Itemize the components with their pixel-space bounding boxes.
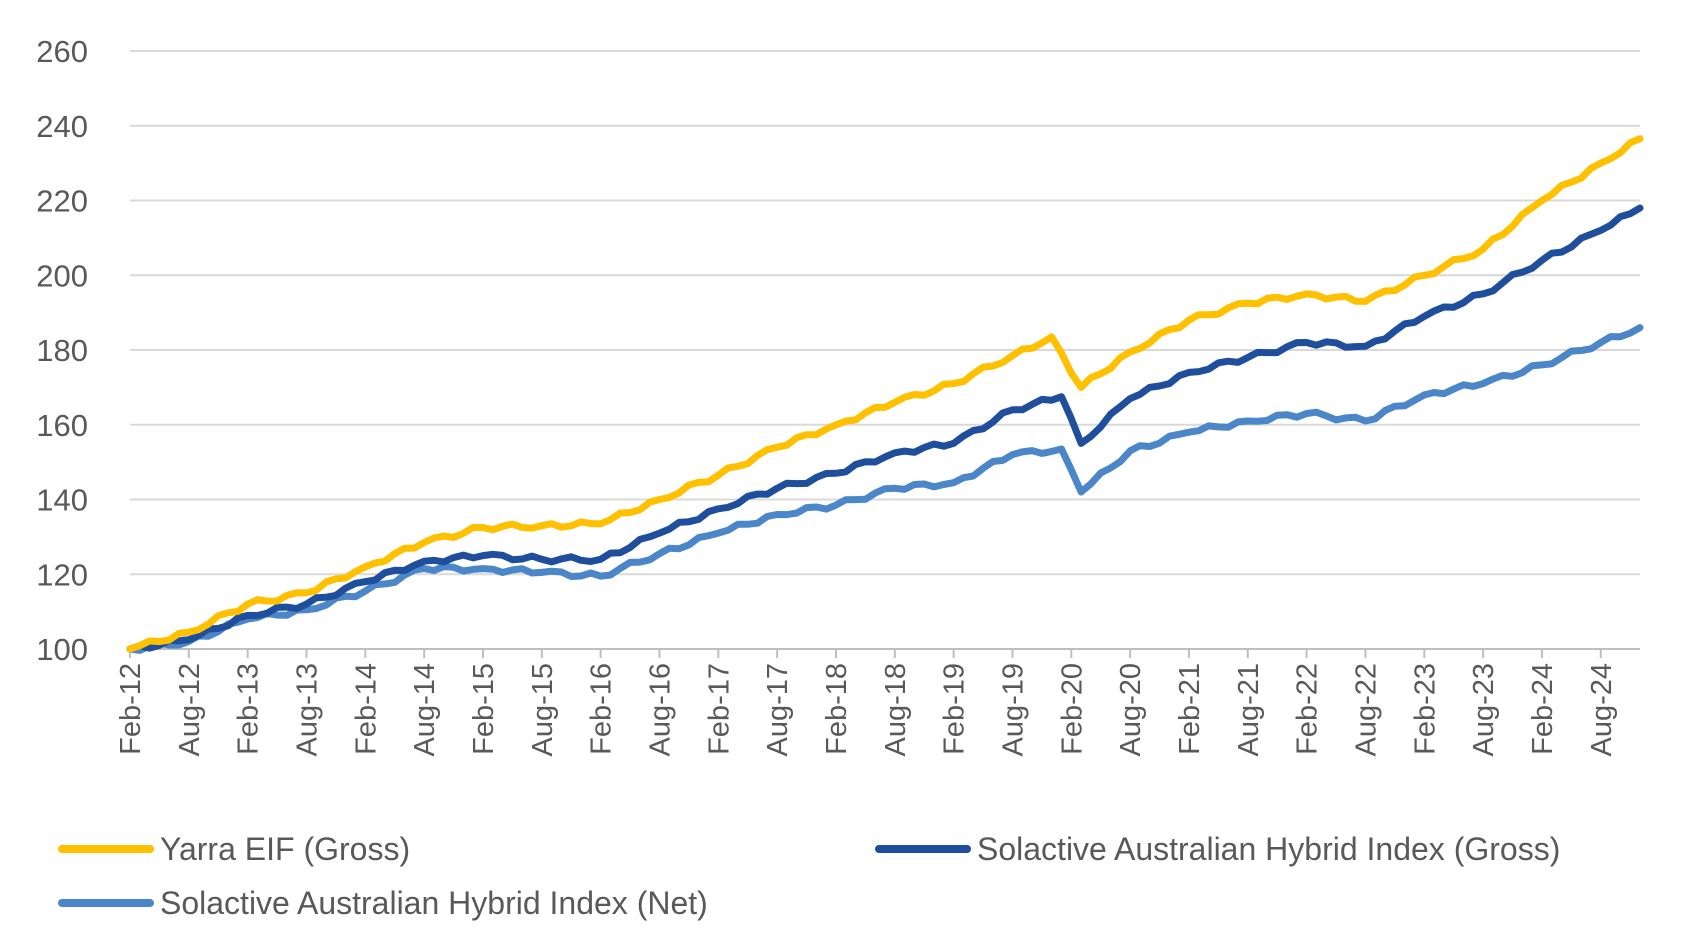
x-tick-label: Feb-13 [233, 663, 265, 755]
x-tick-label: Feb-18 [821, 663, 853, 755]
x-tick-label: Aug-22 [1350, 663, 1382, 757]
y-tick-label: 160 [36, 408, 88, 443]
x-tick-label: Aug-17 [762, 663, 794, 757]
x-tick-label: Aug-15 [527, 663, 559, 757]
x-tick-label: Aug-24 [1586, 663, 1618, 757]
series-line-1 [126, 135, 1644, 653]
series-lines [126, 135, 1644, 654]
x-axis-tick-labels: Feb-12 Aug-12 Feb-13 Aug-13 Feb-14 Aug-14 Feb-… [115, 663, 1618, 757]
y-tick-label: 260 [36, 34, 88, 69]
legend-item-1: Yarra EIF (Gross) [58, 831, 410, 867]
legend-item-2: Solactive Australian Hybrid Index (Gross… [875, 831, 1560, 867]
y-tick-label: 180 [36, 333, 88, 368]
gridlines [130, 50, 1640, 576]
legend-label: Yarra EIF (Gross) [160, 831, 410, 867]
legend: Yarra EIF (Gross) Solactive Australian Hy… [58, 831, 1560, 921]
x-tick-label: Feb-20 [1056, 663, 1088, 755]
y-tick-label: 220 [36, 184, 88, 219]
x-axis [129, 648, 1640, 658]
x-tick-label: Feb-14 [350, 663, 382, 755]
legend-label: Solactive Australian Hybrid Index (Gross… [977, 831, 1560, 867]
series-line-3 [126, 324, 1644, 654]
x-tick-label: Feb-15 [468, 663, 500, 755]
x-tick-label: Feb-17 [703, 663, 735, 755]
x-tick-label: Feb-22 [1292, 663, 1324, 755]
x-tick-label: Aug-16 [644, 663, 676, 757]
y-tick-label: 240 [36, 109, 88, 144]
y-tick-label: 100 [36, 632, 88, 667]
legend-label: Solactive Australian Hybrid Index (Net) [160, 885, 708, 921]
series-line-2 [126, 204, 1644, 653]
x-tick-label: Aug-13 [291, 663, 323, 757]
x-tick-label: Feb-21 [1174, 663, 1206, 755]
x-tick-label: Aug-23 [1468, 663, 1500, 757]
x-tick-label: Feb-12 [115, 663, 147, 755]
x-tick-label: Aug-14 [409, 663, 441, 757]
y-tick-label: 120 [36, 557, 88, 592]
x-tick-label: Aug-12 [174, 663, 206, 757]
x-tick-label: Aug-19 [997, 663, 1029, 757]
x-tick-label: Feb-19 [939, 663, 971, 755]
y-tick-label: 140 [36, 483, 88, 518]
x-tick-label: Aug-18 [880, 663, 912, 757]
legend-item-3: Solactive Australian Hybrid Index (Net) [58, 885, 708, 921]
x-tick-label: Feb-16 [586, 663, 618, 755]
x-tick-label: Aug-20 [1115, 663, 1147, 757]
y-tick-label: 200 [36, 258, 88, 293]
x-tick-label: Feb-24 [1527, 663, 1559, 755]
y-axis: 100 120 140 160 180 200 220 240 260 [36, 34, 88, 667]
x-tick-label: Aug-21 [1233, 663, 1265, 757]
x-tick-label: Feb-23 [1409, 663, 1441, 755]
